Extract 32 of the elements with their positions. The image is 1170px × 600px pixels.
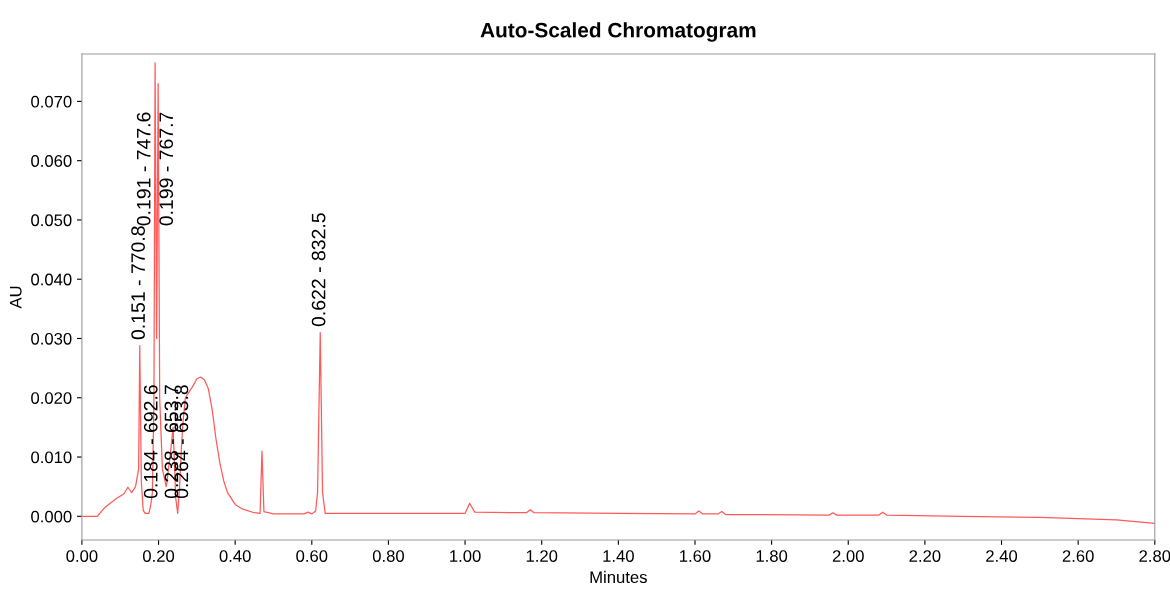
x-tick-label: 1.00 xyxy=(450,550,481,562)
x-tick-label: 0.20 xyxy=(142,550,175,562)
annotation: 0.199 - 767.7 xyxy=(159,112,174,226)
y-tick-label: 0.070 xyxy=(31,95,72,108)
y-axis-title: AU xyxy=(9,286,22,309)
x-tick-label: 0.60 xyxy=(296,550,328,562)
x-tick-label: 0.00 xyxy=(66,550,98,562)
annotation: 0.622 - 832.5 xyxy=(311,213,326,327)
annotation: 0.184 - 692.6 xyxy=(143,385,158,499)
x-axis-title: Minutes xyxy=(590,570,647,584)
x-tick-label: 1.80 xyxy=(756,550,788,562)
y-tick-label: 0.020 xyxy=(31,392,72,404)
x-tick-label: 2.60 xyxy=(1062,550,1094,562)
x-tick-label: 0.80 xyxy=(372,550,405,562)
x-tick-label: 2.00 xyxy=(832,550,864,562)
x-tick-label: 2.80 xyxy=(1139,550,1170,562)
y-tick-label: 0.000 xyxy=(31,510,72,523)
x-tick-label: 2.20 xyxy=(909,550,941,562)
chart-title: Auto-Scaled Chromatogram xyxy=(480,22,756,42)
y-tick-label: 0.010 xyxy=(31,451,72,464)
line-series xyxy=(81,62,1155,525)
y-tick-label: 0.050 xyxy=(31,214,72,227)
y-tick-label: 0.030 xyxy=(31,332,72,345)
x-tick-label: 1.20 xyxy=(526,550,558,562)
annotation: 0.191 - 747.6 xyxy=(136,112,151,226)
x-tick-label: 0.40 xyxy=(219,550,251,562)
y-tick-label: 0.040 xyxy=(31,273,72,286)
x-tick-label: 2.40 xyxy=(986,550,1018,562)
x-tick-label: 1.60 xyxy=(680,550,711,562)
annotation: 0.151 - 770.8 xyxy=(131,226,145,340)
y-tick-label: 0.060 xyxy=(31,155,72,167)
x-tick-label: 1.40 xyxy=(603,550,634,562)
